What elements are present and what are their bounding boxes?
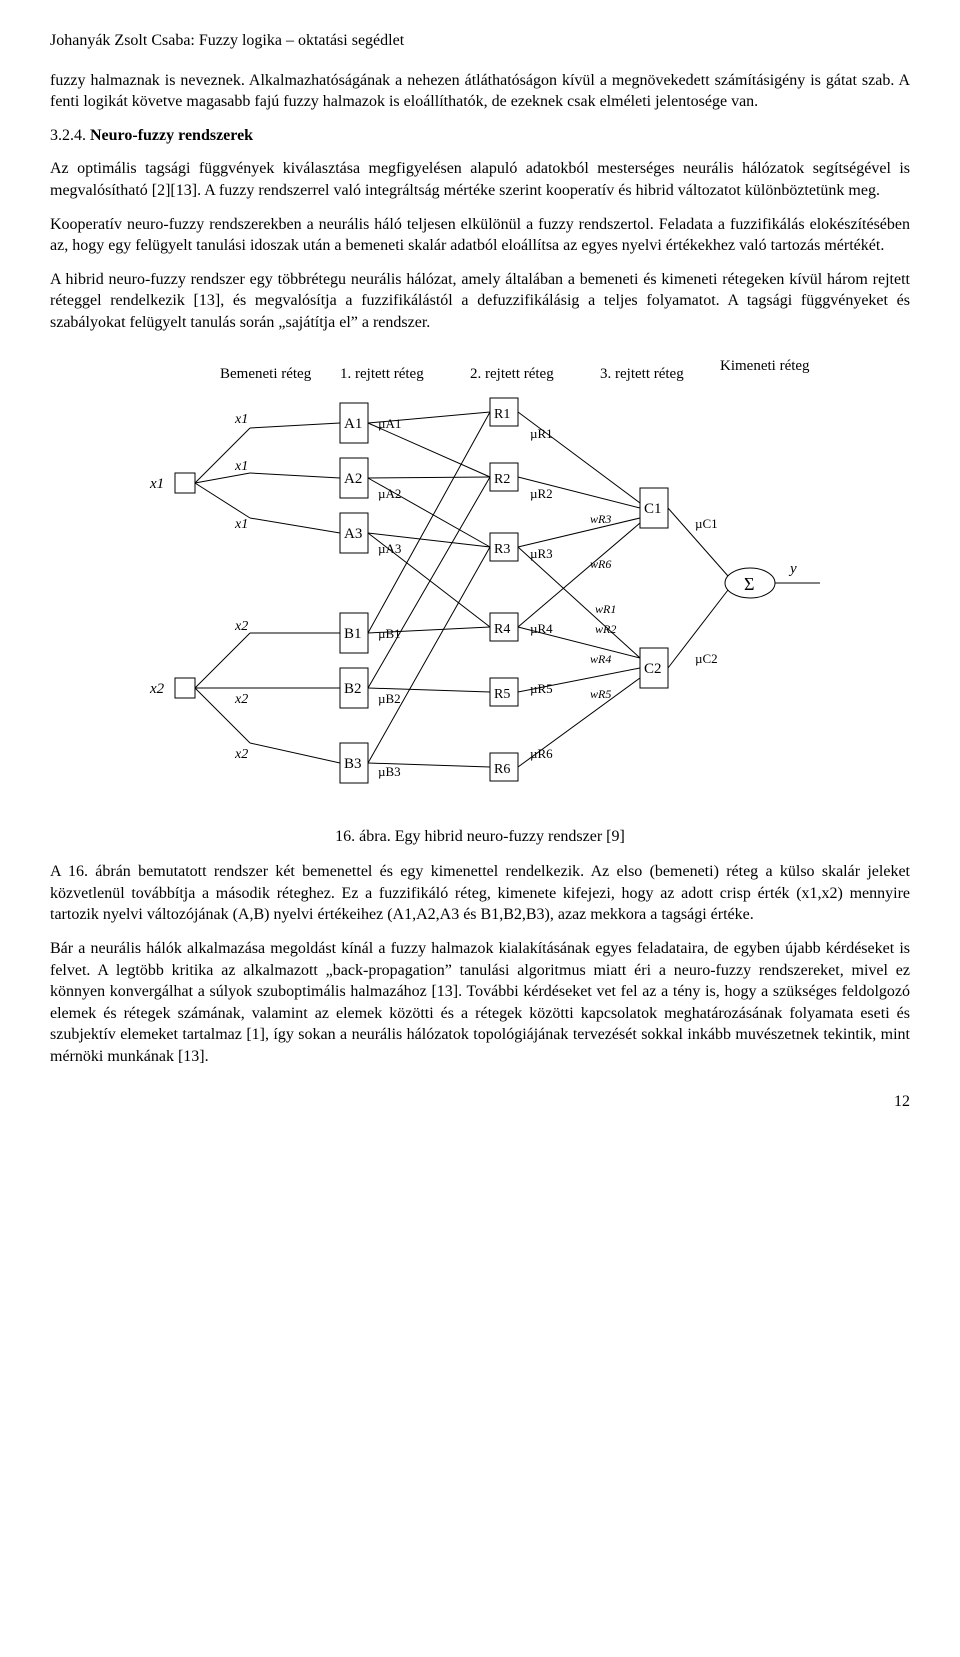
edges-r-c [518, 412, 640, 767]
mu-c2: µC2 [695, 651, 718, 666]
mu-b2: µB2 [378, 691, 401, 706]
edge [250, 743, 340, 763]
node-r2-label: R2 [494, 472, 510, 487]
node-r6-label: R6 [494, 762, 510, 777]
edge-label: x2 [234, 747, 248, 762]
input-node-x2 [175, 678, 195, 698]
mu-r3: µR3 [530, 546, 553, 561]
node-b3-label: B3 [344, 756, 362, 772]
w-r4: wR4 [590, 652, 611, 666]
mu-r6: µR6 [530, 746, 553, 761]
section-heading: 3.2.4. Neuro-fuzzy rendszerek [50, 125, 910, 147]
edge [250, 473, 340, 478]
figure-16: Bemeneti réteg 1. rejtett réteg 2. rejte… [50, 358, 910, 818]
w-r2: wR2 [595, 622, 616, 636]
mu-b1: µB1 [378, 626, 401, 641]
layer-label-input: Bemeneti réteg [220, 366, 312, 382]
node-b2-label: B2 [344, 681, 362, 697]
mu-r1: µR1 [530, 426, 553, 441]
paragraph-1: fuzzy halmaznak is neveznek. Alkalmazhat… [50, 70, 910, 113]
edge-label: x1 [234, 459, 248, 474]
layer-label-h3: 3. rejtett réteg [600, 366, 684, 382]
page-header: Johanyák Zsolt Csaba: Fuzzy logika – okt… [50, 30, 910, 52]
node-a2-label: A2 [344, 471, 362, 487]
edges-ab-r [368, 412, 490, 767]
edge [195, 633, 250, 688]
mu-r2: µR2 [530, 486, 553, 501]
sigma-label: Σ [744, 574, 754, 594]
section-title: Neuro-fuzzy rendszerek [90, 127, 253, 144]
page-number: 12 [50, 1091, 910, 1113]
section-number: 3.2.4. [50, 127, 90, 144]
edge [250, 518, 340, 533]
output-y: y [788, 561, 797, 577]
mu-r4: µR4 [530, 621, 553, 636]
input-x2-label: x2 [149, 681, 165, 697]
input-x1-label: x1 [149, 476, 164, 492]
w-r1: wR1 [595, 602, 616, 616]
edge [250, 423, 340, 428]
input-node-x1 [175, 473, 195, 493]
mu-c1: µC1 [695, 516, 718, 531]
node-c2-label: C2 [644, 661, 662, 677]
layer-label-output-1: Kimeneti réteg [720, 358, 810, 374]
node-r1-label: R1 [494, 407, 510, 422]
mu-a2: µA2 [378, 486, 401, 501]
paragraph-6: Bár a neurális hálók alkalmazása megoldá… [50, 938, 910, 1068]
edge-label: x1 [234, 517, 248, 532]
figure-caption: 16. ábra. Egy hibrid neuro-fuzzy rendsze… [50, 826, 910, 848]
edge-label: x2 [234, 692, 248, 707]
node-r4-label: R4 [494, 622, 510, 637]
layer-label-h2: 2. rejtett réteg [470, 366, 554, 382]
edge-label: x2 [234, 619, 248, 634]
paragraph-4: A hibrid neuro-fuzzy rendszer egy többré… [50, 269, 910, 334]
edge [195, 483, 250, 518]
node-r5-label: R5 [494, 687, 510, 702]
node-a1-label: A1 [344, 416, 362, 432]
node-b1-label: B1 [344, 626, 362, 642]
paragraph-2: Az optimális tagsági függvények kiválasz… [50, 158, 910, 201]
w-r3: wR3 [590, 512, 611, 526]
paragraph-3: Kooperatív neuro-fuzzy rendszerekben a n… [50, 214, 910, 257]
layer-label-h1: 1. rejtett réteg [340, 366, 424, 382]
node-r3-label: R3 [494, 542, 510, 557]
w-r6: wR6 [590, 557, 611, 571]
w-r5: wR5 [590, 687, 611, 701]
mu-b3: µB3 [378, 764, 401, 779]
node-a3-label: A3 [344, 526, 362, 542]
paragraph-5: A 16. ábrán bemutatott rendszer két beme… [50, 861, 910, 926]
node-c1-label: C1 [644, 501, 662, 517]
edge-label: x1 [234, 412, 248, 427]
